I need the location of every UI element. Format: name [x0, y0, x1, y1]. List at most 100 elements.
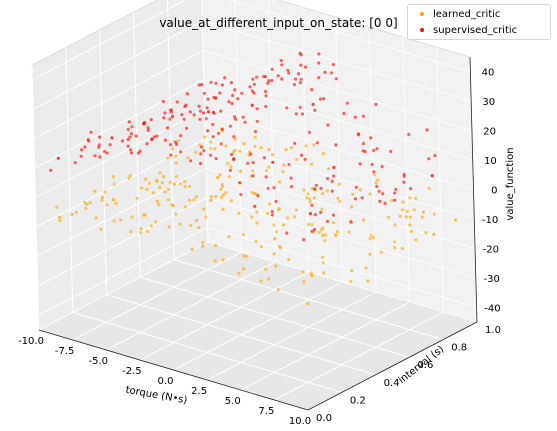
x-axis-label: torque (N•s)	[125, 385, 188, 407]
point-supervised-critic	[304, 66, 307, 69]
point-supervised-critic	[323, 71, 326, 74]
point-learned-critic	[277, 288, 280, 291]
point-learned-critic	[265, 169, 268, 172]
point-learned-critic	[237, 212, 240, 215]
point-learned-critic	[273, 252, 276, 255]
point-learned-critic	[201, 245, 204, 248]
point-supervised-critic	[393, 191, 396, 194]
point-supervised-critic	[150, 137, 153, 140]
point-supervised-critic	[299, 81, 302, 84]
point-supervised-critic	[163, 111, 166, 114]
point-learned-critic	[295, 209, 298, 212]
point-learned-critic	[336, 197, 339, 200]
point-supervised-critic	[98, 143, 101, 146]
point-supervised-critic	[145, 142, 148, 145]
point-learned-critic	[209, 140, 212, 143]
point-supervised-critic	[202, 149, 205, 152]
point-learned-critic	[172, 204, 175, 207]
point-supervised-critic	[263, 156, 266, 159]
point-learned-critic	[293, 215, 296, 218]
point-learned-critic	[406, 210, 409, 213]
point-learned-critic	[350, 269, 353, 272]
point-learned-critic	[322, 271, 325, 274]
point-learned-critic	[362, 218, 365, 221]
point-supervised-critic	[150, 118, 153, 121]
point-learned-critic	[326, 189, 329, 192]
point-learned-critic	[84, 207, 87, 210]
point-supervised-critic	[314, 213, 317, 216]
point-learned-critic	[267, 166, 270, 169]
point-learned-critic	[192, 198, 195, 201]
point-learned-critic	[375, 181, 378, 184]
z-tick-label: 0	[491, 186, 497, 197]
point-learned-critic	[204, 215, 207, 218]
point-learned-critic	[393, 240, 396, 243]
point-learned-critic	[224, 144, 227, 147]
point-learned-critic	[230, 199, 233, 202]
point-supervised-critic	[130, 151, 133, 154]
point-learned-critic	[285, 148, 288, 151]
point-learned-critic	[253, 192, 256, 195]
point-supervised-critic	[299, 52, 302, 55]
point-learned-critic	[75, 211, 78, 214]
point-learned-critic	[359, 188, 362, 191]
point-supervised-critic	[335, 77, 338, 80]
point-learned-critic	[184, 206, 187, 209]
point-learned-critic	[158, 171, 161, 174]
y-tick-label: 0.0	[316, 413, 332, 424]
point-learned-critic	[401, 247, 404, 250]
point-supervised-critic	[242, 116, 245, 119]
point-learned-critic	[224, 191, 227, 194]
point-learned-critic	[301, 270, 304, 273]
point-supervised-critic	[310, 204, 313, 207]
point-learned-critic	[168, 225, 171, 228]
point-supervised-critic	[362, 149, 365, 152]
point-learned-critic	[194, 151, 197, 154]
point-learned-critic	[219, 173, 222, 176]
point-learned-critic	[139, 231, 142, 234]
point-supervised-critic	[200, 83, 203, 86]
point-learned-critic	[401, 208, 404, 211]
point-supervised-critic	[251, 78, 254, 81]
point-supervised-critic	[285, 232, 288, 235]
point-supervised-critic	[313, 109, 316, 112]
point-supervised-critic	[199, 162, 202, 165]
point-learned-critic	[454, 218, 457, 221]
point-learned-critic	[242, 267, 245, 270]
point-supervised-critic	[179, 150, 182, 153]
point-learned-critic	[290, 146, 293, 149]
point-supervised-critic	[254, 130, 257, 133]
point-learned-critic	[424, 231, 427, 234]
point-supervised-critic	[375, 147, 378, 150]
point-supervised-critic	[402, 181, 405, 184]
point-supervised-critic	[175, 143, 178, 146]
x-tick-label: 2.5	[191, 386, 207, 397]
point-learned-critic	[179, 182, 182, 185]
point-supervised-critic	[93, 154, 96, 157]
point-supervised-critic	[300, 78, 303, 81]
x-tick-label: 5.0	[225, 396, 241, 407]
point-supervised-critic	[394, 188, 397, 191]
point-learned-critic	[255, 211, 258, 214]
point-learned-critic	[334, 234, 337, 237]
point-learned-critic	[307, 223, 310, 226]
point-learned-critic	[260, 279, 263, 282]
point-learned-critic	[136, 197, 139, 200]
point-learned-critic	[274, 264, 277, 267]
point-learned-critic	[145, 188, 148, 191]
point-learned-critic	[368, 253, 371, 256]
point-learned-critic	[399, 215, 402, 218]
point-learned-critic	[119, 218, 122, 221]
point-supervised-critic	[233, 88, 236, 91]
point-learned-critic	[220, 196, 223, 199]
point-supervised-critic	[212, 135, 215, 138]
point-learned-critic	[321, 192, 324, 195]
y-tick-label: 0.2	[350, 395, 366, 406]
z-axis-label: value_function	[505, 147, 516, 220]
point-supervised-critic	[80, 155, 83, 158]
point-learned-critic	[349, 280, 352, 283]
point-learned-critic	[324, 233, 327, 236]
point-learned-critic	[101, 196, 104, 199]
z-tick-label: -40	[484, 303, 500, 314]
point-learned-critic	[321, 256, 324, 259]
